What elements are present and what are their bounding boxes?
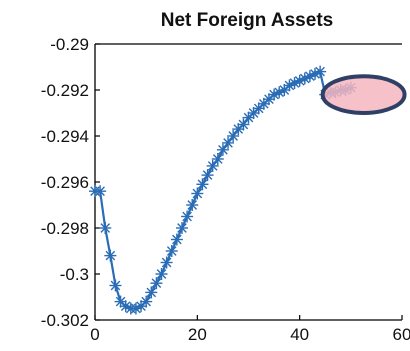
data-point [186, 199, 199, 211]
data-point [191, 187, 204, 200]
data-point [222, 136, 235, 149]
data-point [237, 118, 250, 131]
x-tick-label: 60 [393, 325, 410, 344]
data-point [140, 295, 153, 308]
data-point [206, 159, 219, 172]
data-point [181, 210, 194, 223]
data-point [104, 249, 117, 262]
y-tick-label: -0.302 [41, 311, 89, 330]
data-point [303, 70, 316, 83]
x-tick-label: 40 [290, 325, 309, 344]
y-tick-label: -0.296 [41, 173, 89, 192]
data-point [170, 233, 183, 246]
data-point [268, 88, 281, 101]
data-point [119, 300, 132, 313]
data-point [165, 245, 178, 257]
data-point [314, 65, 327, 78]
x-tick-label: 0 [90, 325, 99, 344]
data-point [201, 169, 214, 182]
data-point [99, 222, 112, 234]
data-point [94, 185, 107, 198]
data-point [150, 277, 163, 290]
data-point [283, 79, 296, 92]
highlight-ellipse [320, 74, 407, 115]
y-tick-label: -0.298 [41, 219, 89, 238]
ticks: -0.29 -0.292 -0.294 -0.296 -0.298 -0.3 -0.3020… [41, 35, 410, 344]
data-point [109, 279, 122, 292]
y-tick-label: -0.294 [41, 127, 89, 146]
data-point [155, 268, 168, 280]
series-line [95, 70, 352, 310]
chart-title: Net Foreign Assets [161, 10, 333, 31]
data-point [196, 178, 209, 191]
highlight-overlay [320, 74, 407, 115]
data-point [160, 256, 173, 269]
data-point [216, 143, 229, 156]
data-point [227, 130, 240, 142]
x-tick-label: 20 [188, 325, 207, 344]
y-tick-label: -0.292 [41, 81, 89, 100]
y-tick-label: -0.29 [50, 35, 89, 54]
data-point [211, 153, 224, 165]
data-point [145, 286, 158, 299]
data-point [175, 222, 188, 234]
plot-area [89, 65, 357, 315]
y-tick-label: -0.3 [60, 265, 89, 284]
